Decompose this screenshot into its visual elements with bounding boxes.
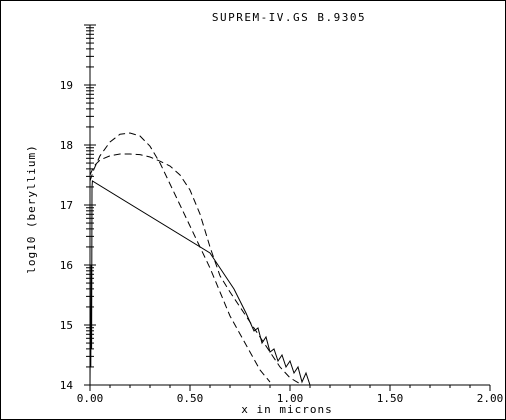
x-tick-label: 1.50 — [377, 392, 404, 405]
y-axis-label: log10 (beryllium) — [25, 144, 38, 274]
chart-title: SUPREM-IV.GS B.9305 — [212, 11, 366, 24]
x-tick-label: 1.00 — [277, 392, 304, 405]
x-axis-label: x in microns — [241, 403, 332, 416]
axes: 0.00 0.50 1.00 1.50 2.00 14 15 16 17 18 19 — [60, 24, 504, 405]
y-tick-label: 17 — [60, 199, 73, 212]
y-tick-label: 15 — [60, 319, 73, 332]
x-tick-label: 0.50 — [177, 392, 204, 405]
x-tick-label: 2.00 — [477, 392, 504, 405]
x-tick-label: 0.00 — [77, 392, 104, 405]
series-layer — [89, 132, 311, 386]
series-line-3 — [89, 180, 311, 386]
series-line-2 — [89, 132, 271, 383]
y-tick-label: 14 — [60, 379, 74, 392]
y-tick-label: 18 — [60, 139, 73, 152]
y-tick-label: 19 — [60, 79, 73, 92]
series-line-1 — [89, 153, 301, 385]
y-tick-label: 16 — [60, 259, 73, 272]
